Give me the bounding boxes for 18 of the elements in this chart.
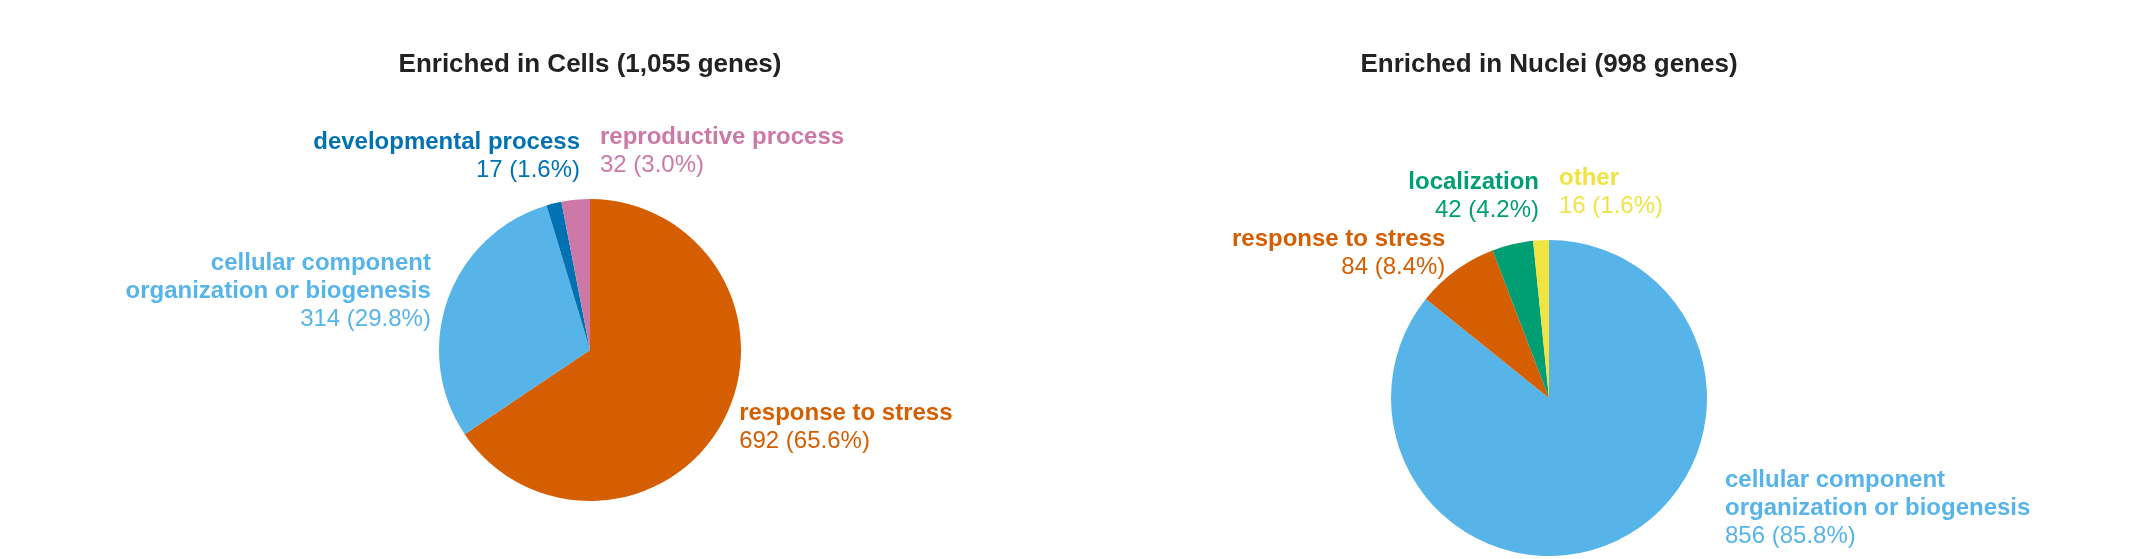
slice-label: developmental process [313,126,580,154]
data-label: 314 (29.8%) [300,303,431,331]
slice-label: cellular component organization or biogenesis [1725,464,2031,520]
data-label: 84 (8.4%) [1341,252,1446,280]
chart-title: Enriched in Cells (1,055 genes) [398,48,782,78]
data-label: 16 (1.6%) [1559,190,1664,218]
chart-title: Enriched in Nuclei (998 genes) [1360,48,1738,78]
slice-label: response to stress [1231,224,1446,252]
data-label: 42 (4.2%) [1434,195,1539,223]
slice-label: reproductive process [600,122,845,150]
data-label: 856 (85.8%) [1725,520,1856,548]
data-label: 32 (3.0%) [600,150,705,178]
data-label: 692 (65.6%) [739,426,870,454]
slice-label: cellular component organization or biogenesis [125,247,431,303]
slice-label: other [1559,162,1619,190]
data-label: 17 (1.6%) [475,154,580,182]
slice-label: localization [1408,167,1539,195]
slice-label: response to stress [739,398,953,426]
